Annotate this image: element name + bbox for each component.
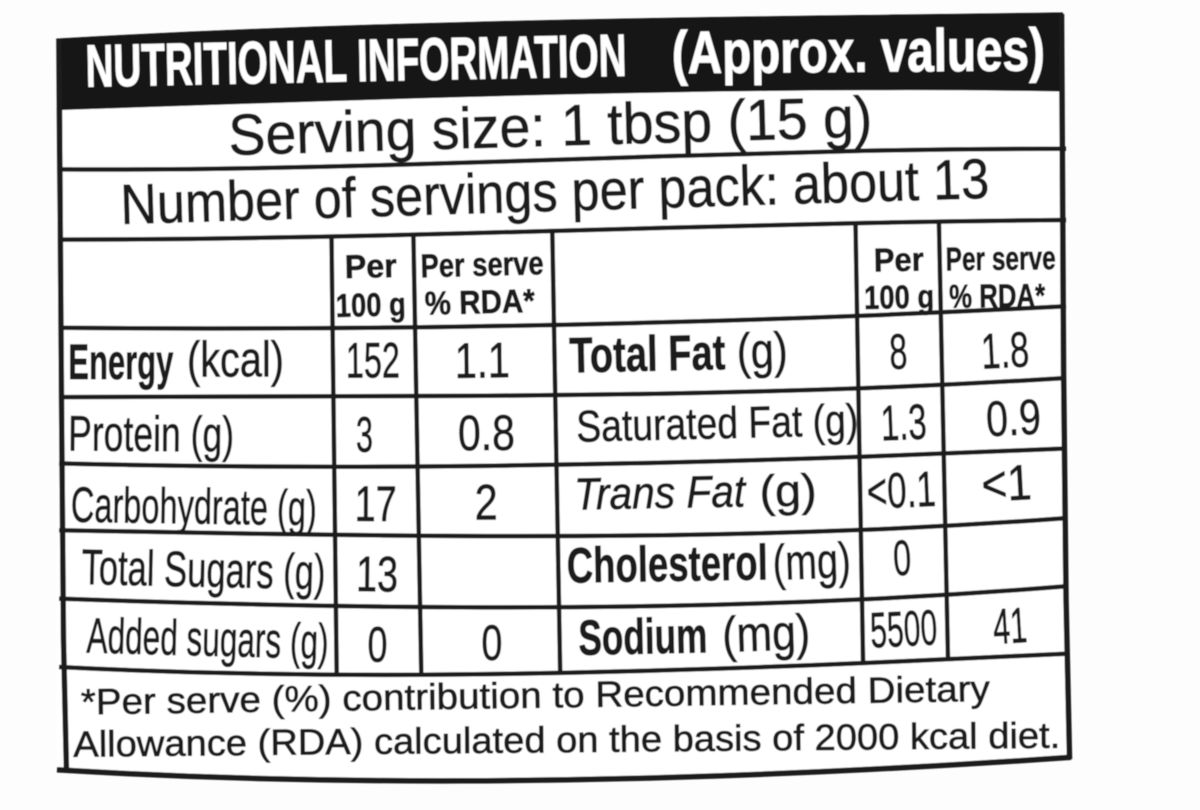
svg-text:(mg): (mg) <box>772 532 852 591</box>
svg-text:(mg): (mg) <box>721 604 811 663</box>
svg-text:Cholesterol: Cholesterol <box>566 534 768 593</box>
svg-text:1.1: 1.1 <box>454 332 510 389</box>
svg-text:Per serve: Per serve <box>420 244 544 284</box>
svg-text:% RDA*: % RDA* <box>424 282 535 322</box>
svg-text:Allowance (RDA) calculated on: Allowance (RDA) calculated on the basis … <box>73 715 1060 765</box>
svg-text:1.3: 1.3 <box>880 394 928 452</box>
svg-text:NUTRITIONAL INFORMATION: NUTRITIONAL INFORMATION <box>85 22 627 100</box>
svg-text:Energy: Energy <box>68 334 173 390</box>
svg-text:Protein (g): Protein (g) <box>68 406 234 463</box>
svg-text:Saturated Fat (g): Saturated Fat (g) <box>576 396 859 452</box>
svg-text:(g): (g) <box>736 322 789 379</box>
svg-text:5500: 5500 <box>869 599 939 658</box>
svg-text:0.9: 0.9 <box>985 389 1043 448</box>
svg-text:8: 8 <box>888 323 908 380</box>
svg-text:Per: Per <box>344 247 397 285</box>
svg-text:Per: Per <box>873 241 924 279</box>
svg-text:% RDA*: % RDA* <box>949 277 1046 315</box>
svg-text:Trans Fat: Trans Fat <box>574 465 748 519</box>
svg-text:152: 152 <box>346 332 400 388</box>
svg-text:3: 3 <box>356 407 373 463</box>
svg-text:(g): (g) <box>759 464 817 517</box>
svg-text:(kcal): (kcal) <box>187 331 284 387</box>
svg-text:(Approx. values): (Approx. values) <box>672 16 1046 86</box>
svg-text:0: 0 <box>892 530 913 587</box>
svg-text:<1: <1 <box>980 454 1033 513</box>
svg-text:Total Sugars (g): Total Sugars (g) <box>81 539 326 600</box>
svg-text:Total Fat: Total Fat <box>569 324 726 383</box>
svg-text:0: 0 <box>481 615 502 671</box>
svg-text:Added sugars (g): Added sugars (g) <box>86 608 329 670</box>
svg-text:Carbohydrate (g): Carbohydrate (g) <box>70 477 317 537</box>
svg-text:100 g: 100 g <box>335 285 406 324</box>
svg-text:0: 0 <box>367 617 387 673</box>
svg-text:100 g: 100 g <box>864 278 935 316</box>
svg-text:2: 2 <box>474 474 497 530</box>
svg-text:Per serve: Per serve <box>945 239 1055 277</box>
svg-text:Sodium: Sodium <box>578 607 708 666</box>
svg-text:17: 17 <box>355 476 397 532</box>
svg-text:<0.1: <0.1 <box>866 461 937 520</box>
svg-text:1.8: 1.8 <box>980 321 1031 379</box>
svg-text:41: 41 <box>991 597 1028 655</box>
svg-text:13: 13 <box>356 546 399 602</box>
svg-text:0.8: 0.8 <box>458 405 516 462</box>
